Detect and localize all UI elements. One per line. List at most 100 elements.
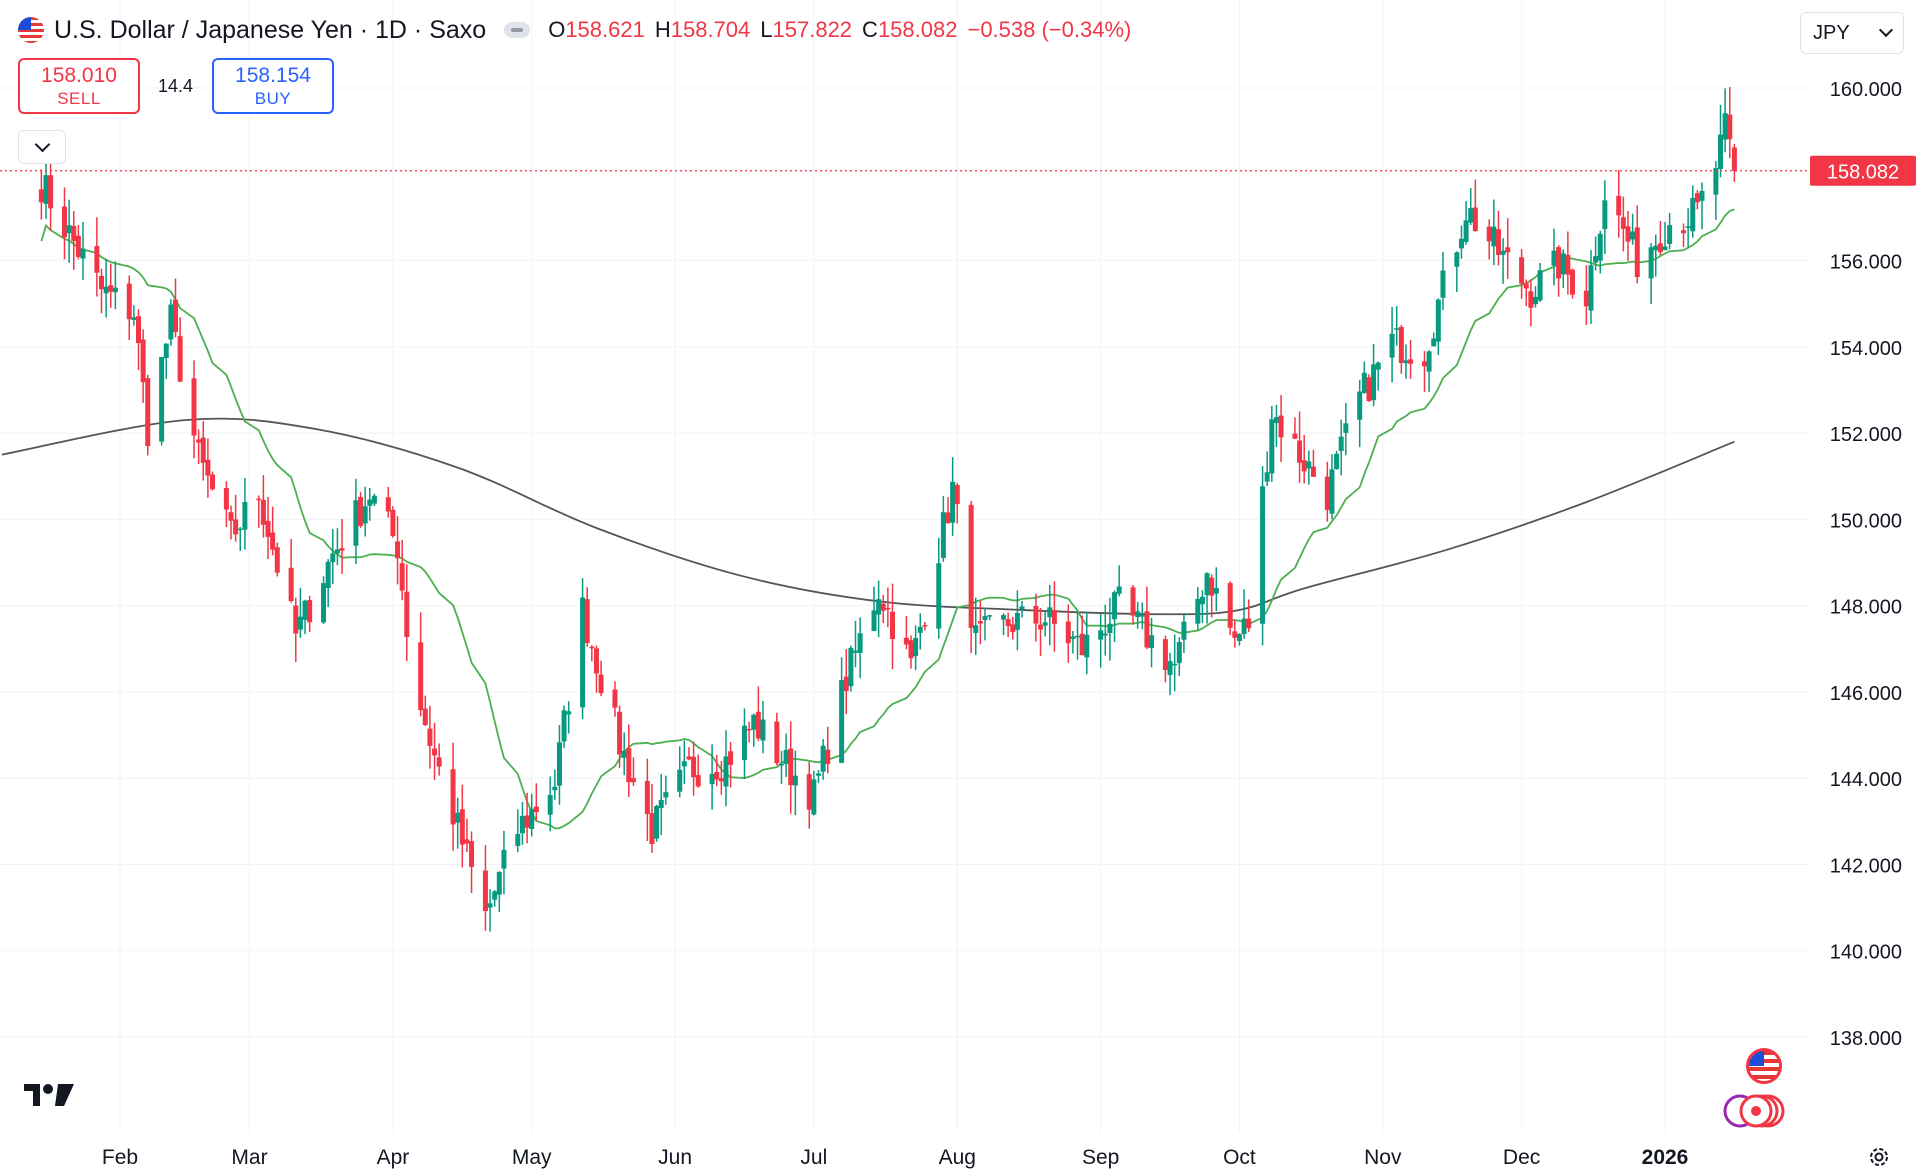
symbol-header[interactable]: U.S. Dollar / Japanese Yen · 1D · Saxo O… — [18, 12, 1131, 48]
candle — [501, 830, 507, 895]
candle — [1075, 612, 1081, 660]
candle — [1269, 405, 1275, 482]
candle — [1551, 228, 1557, 286]
tradingview-logo-icon[interactable] — [24, 1080, 80, 1110]
candle — [159, 356, 165, 446]
price-tick-label: 142.000 — [1830, 855, 1902, 877]
candle — [1472, 179, 1478, 232]
candle — [126, 275, 132, 340]
candle — [1204, 572, 1210, 624]
candle — [177, 317, 183, 383]
candle — [848, 645, 854, 692]
candle — [427, 705, 433, 769]
candle — [422, 695, 428, 727]
candle — [1523, 279, 1529, 307]
candle — [885, 587, 891, 628]
time-tick-label: Mar — [231, 1146, 267, 1169]
candle — [839, 657, 845, 764]
candle — [496, 871, 502, 913]
candle — [1458, 225, 1464, 259]
time-tick-label: 2026 — [1642, 1146, 1689, 1169]
candle — [1486, 219, 1492, 260]
candle — [1537, 262, 1543, 302]
candle — [1278, 395, 1284, 462]
candle — [1232, 620, 1238, 648]
candle — [98, 268, 104, 314]
candle — [709, 744, 715, 810]
candle — [913, 625, 919, 671]
symbol-title[interactable]: U.S. Dollar / Japanese Yen · 1D · Saxo — [54, 15, 487, 44]
candle — [519, 802, 525, 845]
candle — [1560, 249, 1566, 288]
candle — [880, 594, 886, 624]
open-key: O — [548, 17, 566, 42]
candle — [1565, 231, 1571, 295]
candle — [515, 809, 521, 853]
candle — [233, 494, 239, 542]
time-tick-label: Sep — [1082, 1146, 1119, 1169]
candle — [210, 471, 216, 491]
market-status-icon[interactable] — [504, 22, 531, 38]
candle — [242, 478, 248, 550]
candle — [1334, 450, 1340, 470]
collapse-legend-button[interactable] — [18, 130, 66, 164]
time-axis[interactable]: Feb Mar Apr May Jun Jul Aug Sep Oct Nov Dec 2026 — [102, 1146, 1688, 1169]
candle — [644, 758, 650, 841]
candle — [954, 482, 960, 524]
candle — [450, 742, 456, 851]
candle — [492, 890, 498, 907]
candle — [774, 712, 780, 766]
currency-value: JPY — [1813, 21, 1850, 44]
event-markers-icon[interactable] — [1722, 1092, 1792, 1130]
candle — [71, 211, 77, 270]
price-tick-label: 160.000 — [1830, 79, 1902, 101]
economic-event-us-flag-icon[interactable] — [1746, 1048, 1782, 1084]
candle — [626, 724, 632, 797]
gear-icon[interactable] — [1868, 1146, 1890, 1168]
candle — [658, 774, 664, 836]
candle — [418, 612, 424, 717]
candle — [1569, 268, 1575, 299]
candle — [1532, 286, 1538, 308]
candle — [806, 761, 812, 829]
ohlc-low: L157.822 — [760, 17, 852, 43]
candle — [1176, 637, 1182, 676]
candle — [1292, 417, 1298, 439]
candle — [1297, 411, 1303, 483]
ma-long-line — [1, 417, 1735, 616]
currency-selector[interactable]: JPY — [1800, 12, 1904, 54]
candle — [1648, 243, 1654, 305]
candle — [228, 505, 234, 540]
candle — [307, 595, 313, 632]
candle — [358, 491, 364, 528]
us-flag-icon — [18, 17, 44, 43]
candle — [1685, 208, 1691, 248]
candle — [1042, 609, 1048, 637]
candle — [168, 299, 174, 346]
candle — [792, 750, 798, 816]
candle — [714, 754, 720, 787]
sell-button[interactable]: 158.010 SELL — [18, 58, 140, 114]
candle — [385, 486, 391, 518]
candle — [1630, 213, 1636, 245]
candle — [103, 259, 109, 318]
candle — [1107, 597, 1113, 661]
candle — [1213, 567, 1219, 612]
candle — [61, 187, 67, 260]
buy-button[interactable]: 158.154 BUY — [212, 58, 334, 114]
candle — [1236, 633, 1242, 646]
low-value: 157.822 — [772, 17, 853, 42]
candle — [1264, 451, 1270, 487]
price-axis[interactable]: 160.000 156.000 154.000 152.000 150.000 148.0… — [1830, 79, 1902, 1050]
high-value: 158.704 — [670, 17, 751, 42]
candle — [330, 529, 336, 585]
high-key: H — [654, 17, 671, 42]
sell-label: SELL — [57, 89, 101, 108]
candle — [1634, 205, 1640, 284]
candle — [936, 537, 942, 639]
candle — [274, 542, 280, 577]
candle — [395, 516, 401, 585]
candle — [968, 500, 974, 654]
time-tick-label: Dec — [1503, 1146, 1540, 1169]
